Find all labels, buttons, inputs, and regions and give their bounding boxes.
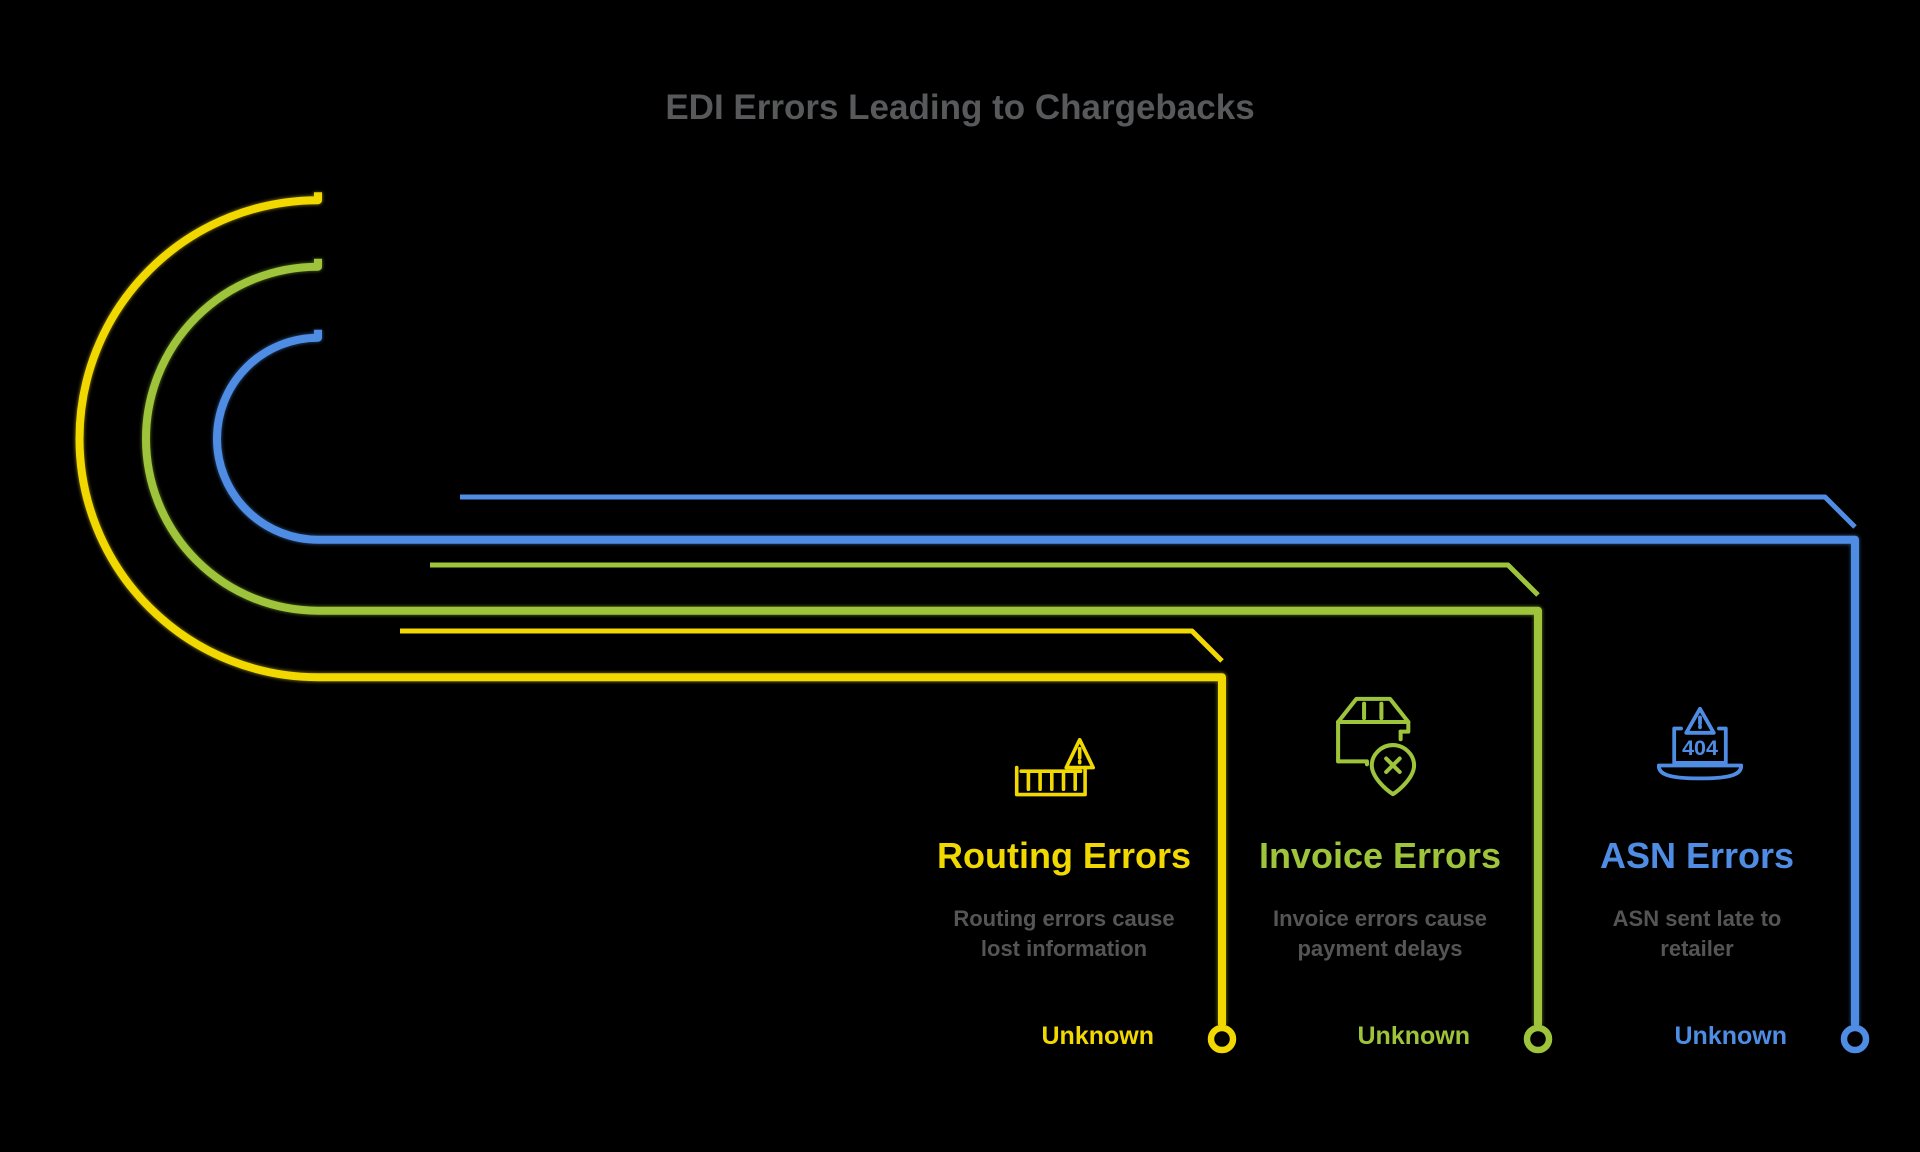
svg-text:404: 404 [1682, 736, 1718, 760]
